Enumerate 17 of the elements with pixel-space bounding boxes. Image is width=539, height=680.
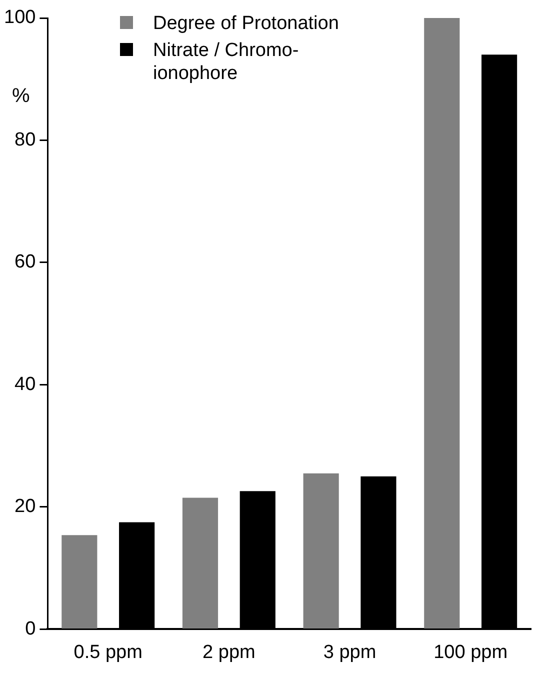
y-axis-title: % [12,85,30,108]
bar [303,473,339,628]
legend-label: Nitrate / Chromo-ionophore [153,39,300,85]
bar [424,18,460,628]
y-tick-label: 20 [14,496,36,518]
y-tick-label: 40 [14,374,36,395]
bar [182,498,218,628]
x-tick-label: 0.5 ppm [74,642,142,663]
x-tick-label: 3 ppm [323,642,376,663]
y-tick-label: 100 [4,7,36,28]
x-tick-label: 2 ppm [202,642,256,663]
legend-label: Degree of Protonation [153,12,340,35]
y-tick-label: 80 [14,129,36,150]
bar [62,535,98,628]
y-tick-label: 0 [25,618,36,640]
x-tick-label: 100 ppm [434,642,508,663]
y-tick-label: 60 [14,252,36,273]
